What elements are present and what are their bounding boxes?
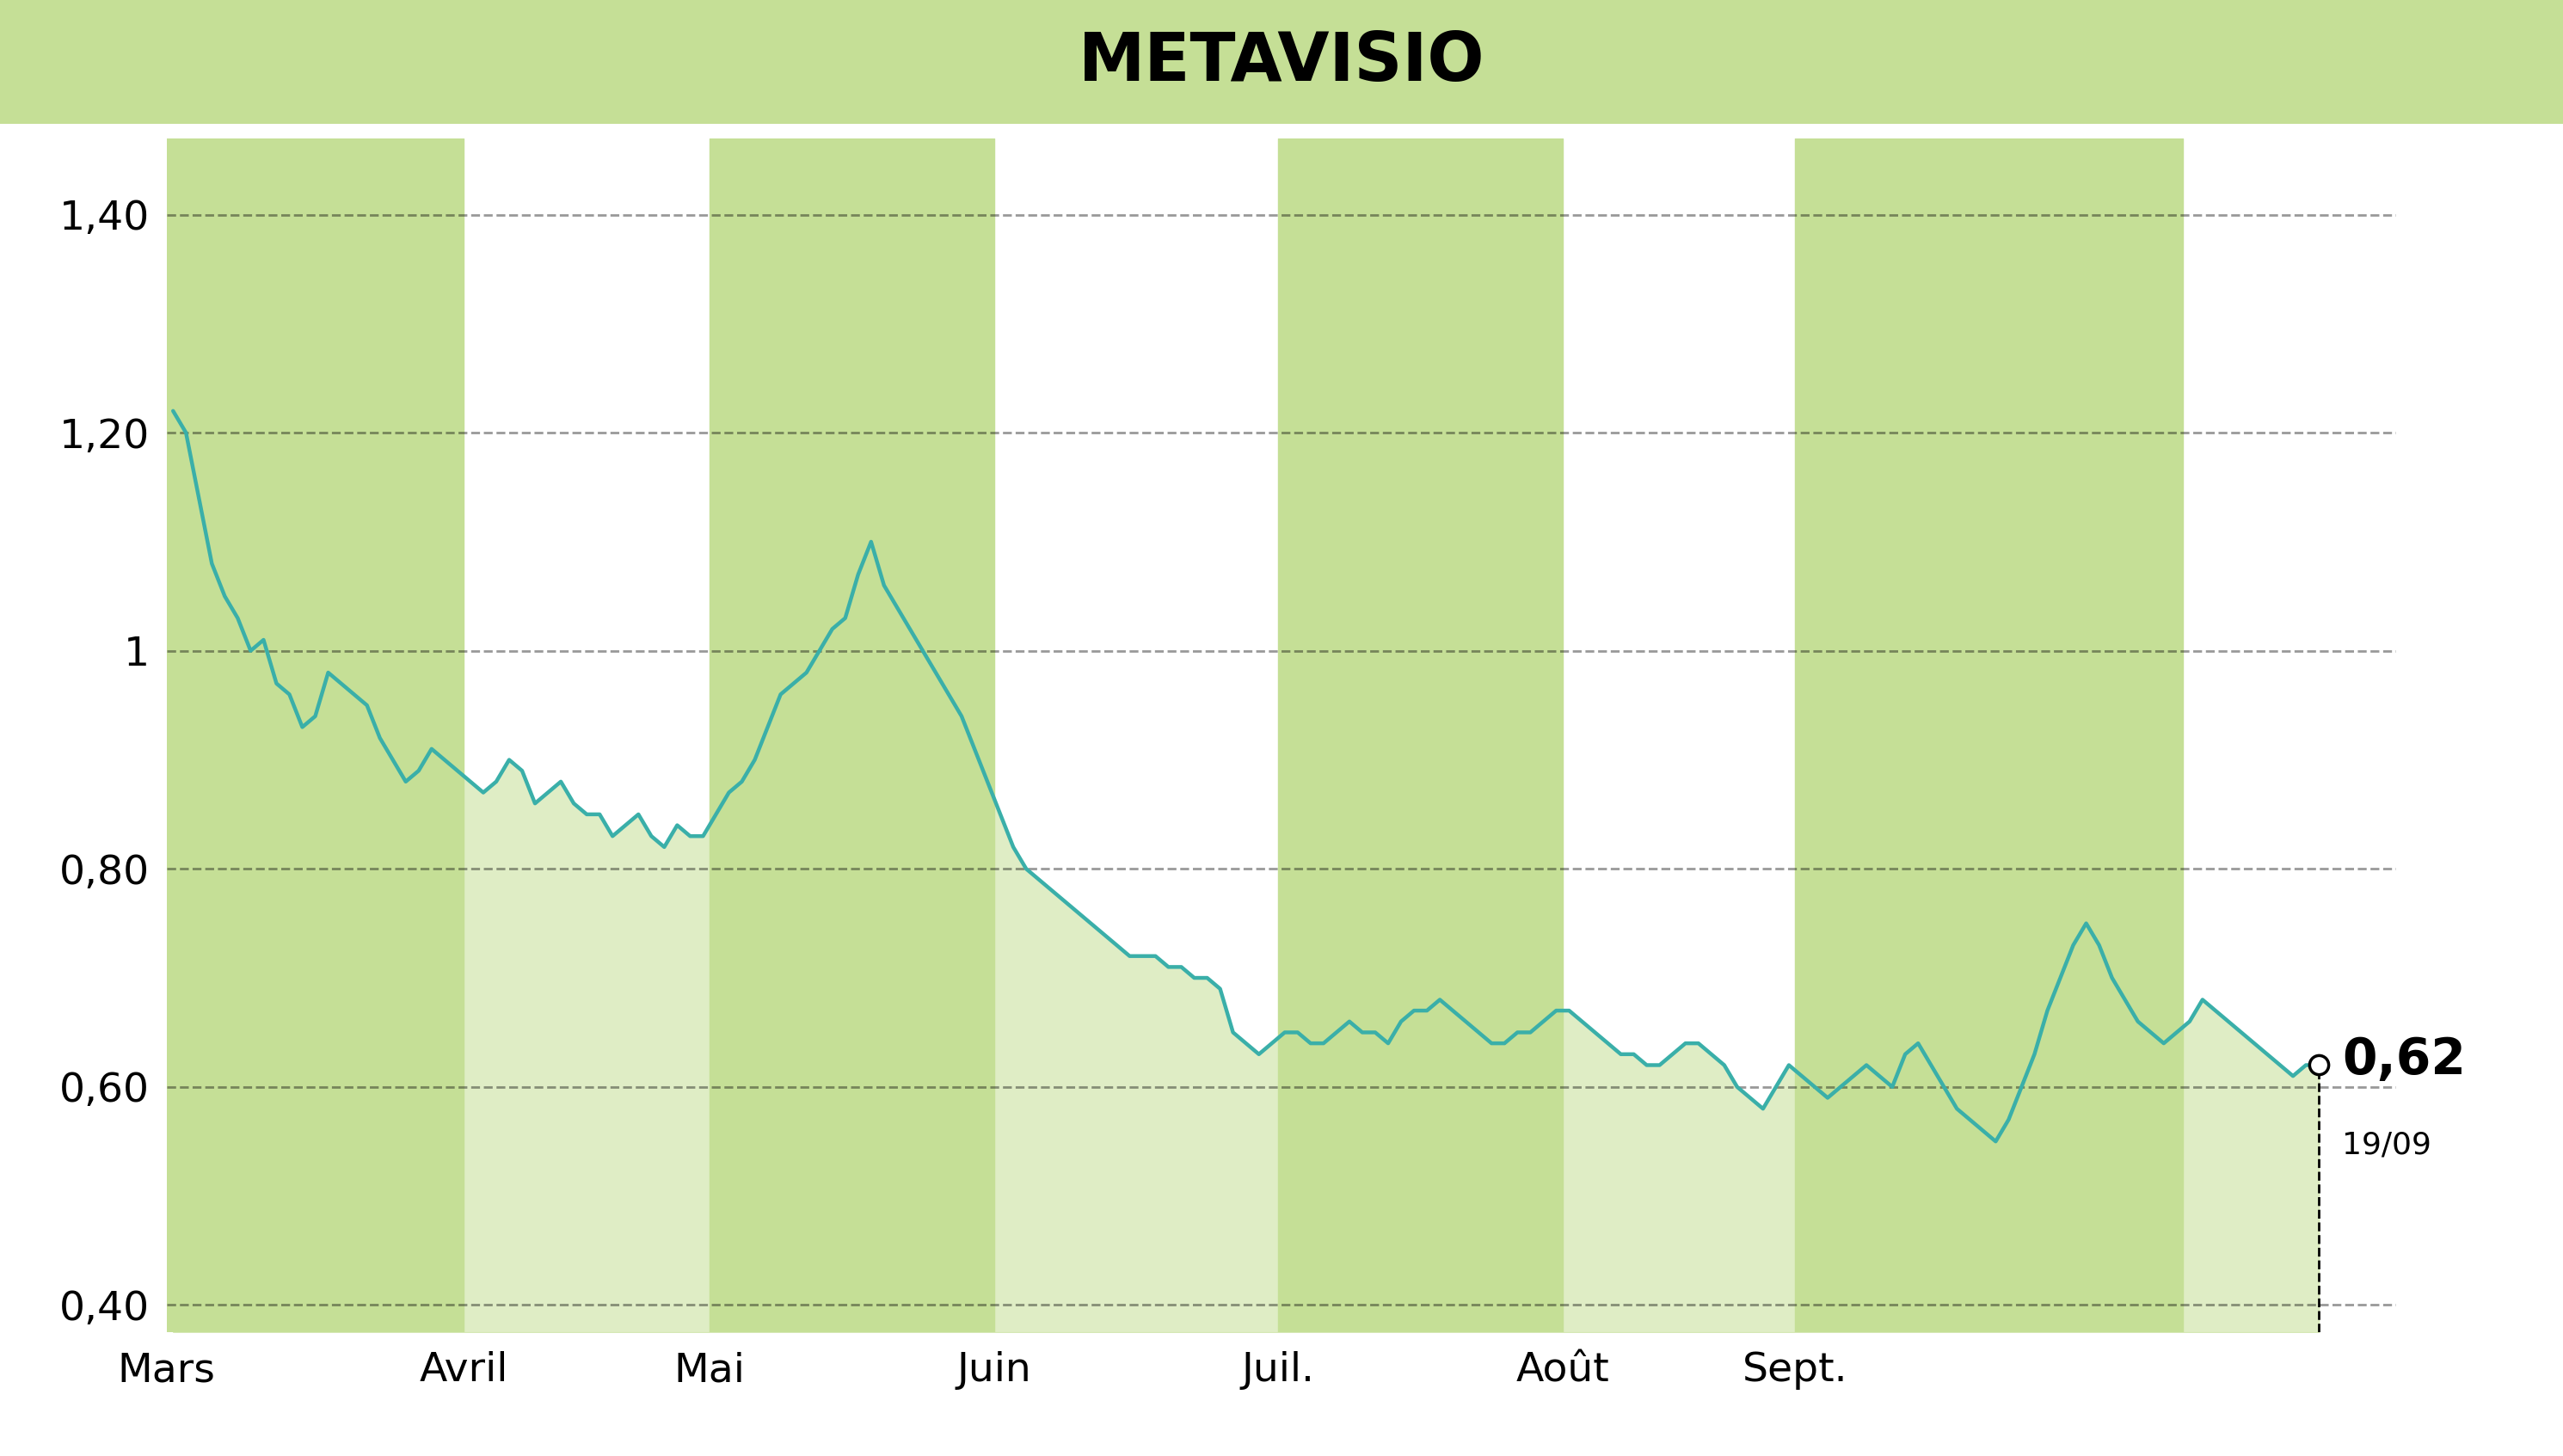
Bar [1279,138,1563,1332]
Bar [710,138,994,1332]
Text: 0,62: 0,62 [2343,1035,2466,1085]
Text: 19/09: 19/09 [2343,1130,2432,1160]
Text: METAVISIO: METAVISIO [1079,29,1484,95]
Bar [167,138,464,1332]
Bar [1794,138,2184,1332]
